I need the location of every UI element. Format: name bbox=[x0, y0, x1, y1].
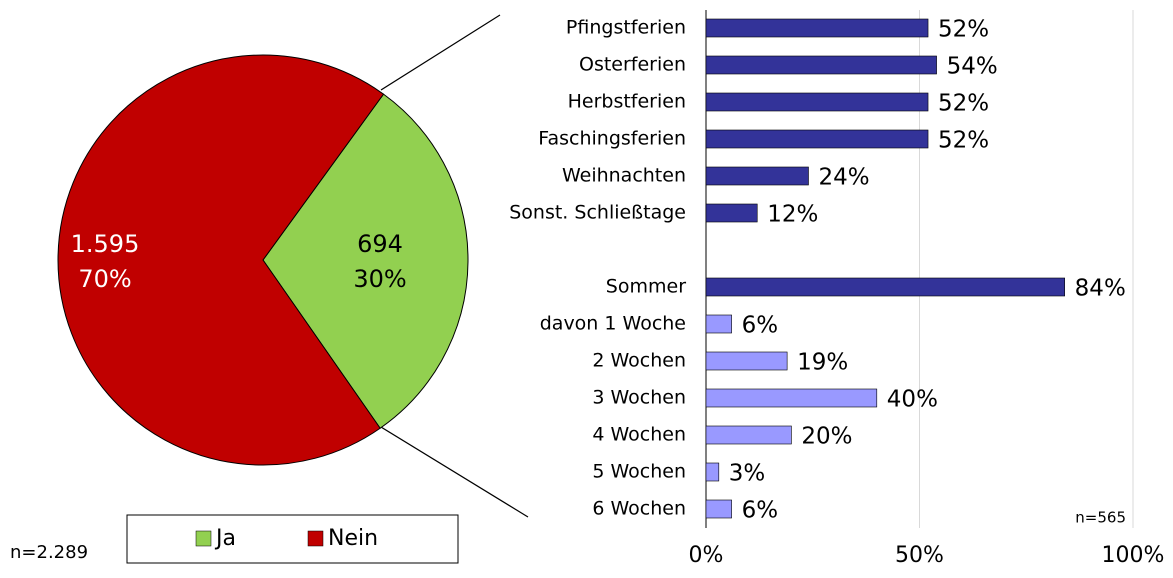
y-tick-label: Pfingstferien bbox=[566, 17, 686, 39]
y-tick-label: Weihnachten bbox=[562, 165, 686, 187]
legend-label: Ja bbox=[214, 526, 236, 551]
bar bbox=[705, 499, 732, 519]
bar bbox=[705, 55, 937, 75]
bar bbox=[705, 351, 788, 371]
y-tick-label: 4 Wochen bbox=[592, 424, 686, 446]
value-label: 52% bbox=[938, 17, 989, 43]
bar bbox=[705, 92, 929, 112]
x-tick-label: 50% bbox=[895, 543, 944, 568]
value-label: 3% bbox=[729, 461, 766, 487]
bar bbox=[705, 388, 878, 408]
connector-line bbox=[380, 14, 501, 91]
value-label: 20% bbox=[801, 424, 852, 450]
x-tick-label: 100% bbox=[1102, 543, 1165, 568]
value-label: 52% bbox=[938, 91, 989, 117]
value-label: 40% bbox=[887, 387, 938, 413]
connector-line bbox=[380, 426, 529, 518]
y-tick-label: Herbstferien bbox=[568, 91, 686, 113]
bar-annotation: n=565 bbox=[1075, 509, 1126, 527]
bar bbox=[705, 129, 929, 149]
slice-value-label: 1.595 bbox=[71, 230, 140, 258]
y-tick-label: 6 Wochen bbox=[592, 498, 686, 520]
pie-slice bbox=[57, 54, 385, 466]
bar bbox=[705, 425, 792, 445]
bar bbox=[705, 18, 929, 38]
bar bbox=[705, 314, 732, 334]
legend-label: Nein bbox=[328, 526, 378, 551]
legend-swatch bbox=[195, 530, 212, 547]
y-tick-label: Faschingsferien bbox=[538, 128, 686, 150]
y-tick-label: Osterferien bbox=[579, 54, 686, 76]
y-tick-label: Sonst. Schließtage bbox=[509, 202, 686, 224]
pie-slice bbox=[262, 93, 469, 429]
value-label: 84% bbox=[1075, 276, 1126, 302]
bar bbox=[705, 166, 809, 186]
y-tick-label: davon 1 Woche bbox=[540, 313, 686, 335]
bar bbox=[705, 462, 720, 482]
y-tick-label: 5 Wochen bbox=[592, 461, 686, 483]
bar bbox=[705, 203, 758, 223]
bar bbox=[705, 277, 1065, 297]
value-label: 54% bbox=[947, 54, 998, 80]
value-label: 19% bbox=[797, 350, 848, 376]
slice-value-label: 694 bbox=[357, 230, 403, 258]
value-label: 24% bbox=[818, 165, 869, 191]
value-label: 52% bbox=[938, 128, 989, 154]
y-tick-label: 2 Wochen bbox=[592, 350, 686, 372]
legend-box bbox=[126, 514, 459, 564]
value-label: 6% bbox=[742, 313, 779, 339]
pie-annotation: n=2.289 bbox=[10, 542, 88, 563]
slice-percent-label: 30% bbox=[353, 265, 406, 293]
slice-percent-label: 70% bbox=[78, 265, 131, 293]
y-tick-label: 3 Wochen bbox=[592, 387, 686, 409]
legend-swatch bbox=[307, 530, 324, 547]
x-tick-label: 0% bbox=[689, 543, 724, 568]
y-tick-label: Sommer bbox=[606, 276, 686, 298]
value-label: 12% bbox=[767, 202, 818, 228]
value-label: 6% bbox=[742, 498, 779, 524]
